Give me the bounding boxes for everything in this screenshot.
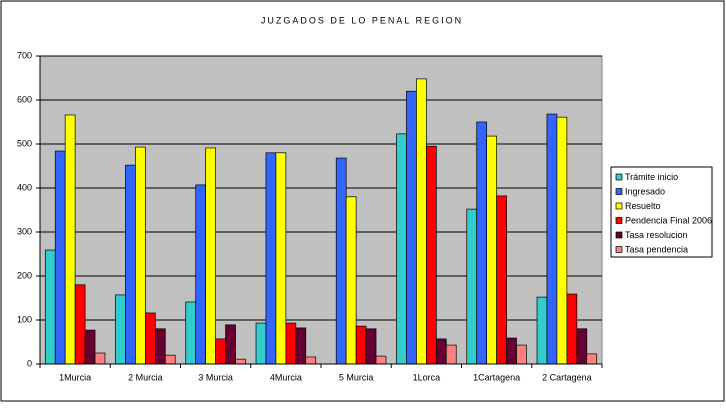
y-tick-label: 100: [17, 314, 32, 324]
legend-label: Tasa pendencia: [625, 244, 688, 254]
x-tick-label: 3 Murcia: [198, 372, 233, 382]
bar: [486, 135, 497, 365]
y-tick-label: 600: [17, 94, 32, 104]
legend-label: Ingresado: [625, 186, 665, 196]
bar: [154, 328, 166, 365]
legend-swatch: [615, 246, 623, 253]
bar: [426, 145, 437, 365]
legend-swatch: [615, 217, 623, 224]
bar: [285, 322, 297, 365]
x-tick-label: 2 Murcia: [128, 372, 163, 382]
bar: [365, 328, 377, 365]
bar: [295, 327, 307, 365]
bar: [416, 78, 427, 365]
bar: [406, 90, 417, 365]
legend-swatch: [615, 231, 623, 239]
y-tick-label: 700: [17, 50, 32, 60]
bar: [375, 355, 387, 365]
bar: [516, 344, 527, 365]
bar: [255, 322, 267, 365]
bar: [195, 184, 207, 365]
legend-swatch: [615, 202, 623, 210]
bar: [44, 249, 56, 365]
bar: [115, 294, 126, 365]
bar: [84, 329, 96, 365]
bar: [125, 164, 136, 365]
legend-label: Pendencia Final 2006: [625, 215, 712, 225]
bar: [445, 344, 457, 365]
bar: [275, 152, 287, 365]
bar: [135, 146, 146, 365]
bar: [556, 116, 568, 365]
bar: [506, 337, 517, 365]
bar: [94, 352, 106, 365]
bar: [145, 312, 156, 365]
legend-label: Resuelto: [625, 201, 661, 211]
bar: [305, 356, 317, 365]
bar: [476, 121, 488, 365]
bar: [435, 338, 447, 365]
legend-swatch: [615, 173, 623, 181]
bar: [215, 338, 226, 365]
y-tick-label: 200: [17, 270, 32, 280]
y-tick-label: 500: [17, 138, 32, 148]
bar: [345, 196, 357, 365]
bar: [355, 325, 367, 365]
x-tick-label: 2 Cartagena: [542, 372, 592, 382]
legend-label: Tasa resolucion: [625, 230, 688, 240]
y-tick-label: 400: [17, 182, 32, 192]
legend-box: [610, 166, 713, 258]
bar: [496, 195, 507, 365]
legend-label: Trámite inicio: [625, 172, 678, 182]
x-tick-label: 4Murcia: [270, 372, 302, 382]
bar: [185, 301, 197, 365]
bar: [576, 328, 588, 365]
bar: [74, 284, 86, 365]
x-tick-label: 5 Murcia: [339, 372, 374, 382]
bar: [205, 147, 216, 365]
bar: [265, 152, 277, 365]
bar: [536, 296, 548, 365]
bar: [586, 353, 598, 365]
y-tick-label: 0: [27, 358, 32, 368]
x-tick-label: 1Murcia: [59, 372, 91, 382]
y-tick-label: 300: [17, 226, 32, 236]
bar: [164, 354, 176, 365]
x-tick-label: 1Lorca: [413, 372, 441, 382]
chart-title: JUZGADOS DE LO PENAL REGION: [261, 15, 463, 25]
bar: [225, 324, 236, 365]
x-tick-label: 1Cartagena: [473, 372, 520, 382]
bar: [466, 208, 478, 365]
bar: [566, 293, 578, 365]
bar: [64, 114, 76, 365]
bar: [335, 157, 347, 365]
legend-swatch: [615, 188, 623, 195]
bar: [546, 113, 558, 365]
bar: [235, 358, 246, 365]
bar: [54, 150, 66, 365]
bar: [396, 133, 407, 365]
